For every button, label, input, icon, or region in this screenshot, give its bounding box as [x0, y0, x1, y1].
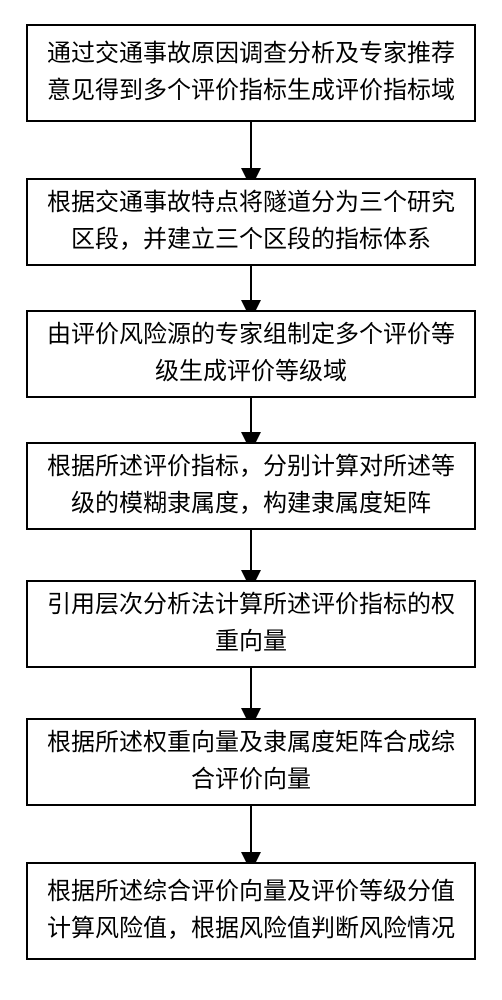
flow-node-n5: 引用层次分析法计算所述评价指标的权重向量	[26, 580, 476, 668]
flow-node-n6: 根据所述权重向量及隶属度矩阵合成综合评价向量	[26, 718, 476, 806]
flow-node-n1: 通过交通事故原因调查分析及专家推荐意见得到多个评价指标生成评价指标域	[26, 24, 476, 122]
flow-node-label: 根据所述权重向量及隶属度矩阵合成综合评价向量	[38, 725, 464, 799]
flow-node-n4: 根据所述评价指标，分别计算对所述等级的模糊隶属度，构建隶属度矩阵	[26, 442, 476, 530]
flow-node-n3: 由评价风险源的专家组制定多个评价等级生成评价等级域	[26, 310, 476, 398]
flow-node-n2: 根据交通事故特点将隧道分为三个研究区段，并建立三个区段的指标体系	[26, 178, 476, 266]
flowchart-canvas: 通过交通事故原因调查分析及专家推荐意见得到多个评价指标生成评价指标域根据交通事故…	[0, 0, 502, 1000]
flow-node-label: 根据交通事故特点将隧道分为三个研究区段，并建立三个区段的指标体系	[38, 185, 464, 259]
flow-node-label: 根据所述综合评价向量及评价等级分值计算风险值，根据风险值判断风险情况	[38, 874, 464, 948]
flow-node-label: 由评价风险源的专家组制定多个评价等级生成评价等级域	[38, 317, 464, 391]
flow-node-label: 通过交通事故原因调查分析及专家推荐意见得到多个评价指标生成评价指标域	[38, 36, 464, 110]
flow-node-label: 根据所述评价指标，分别计算对所述等级的模糊隶属度，构建隶属度矩阵	[38, 449, 464, 523]
flow-node-label: 引用层次分析法计算所述评价指标的权重向量	[38, 587, 464, 661]
flow-node-n7: 根据所述综合评价向量及评价等级分值计算风险值，根据风险值判断风险情况	[26, 862, 476, 960]
